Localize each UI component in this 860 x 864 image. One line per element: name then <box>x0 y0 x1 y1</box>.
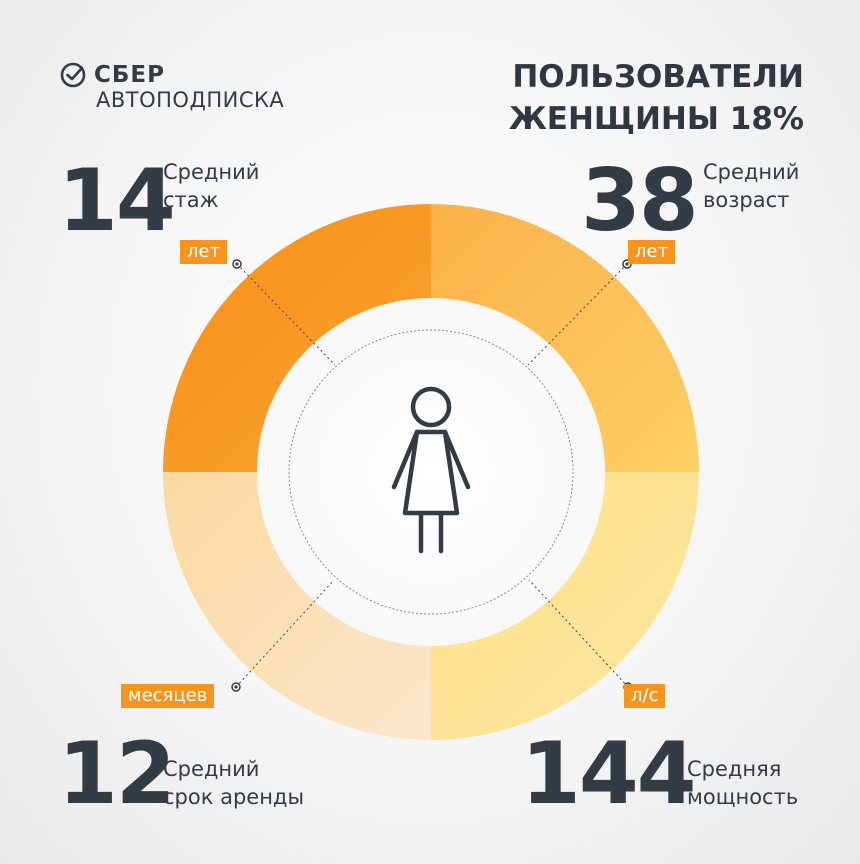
stat-experience-value: 14 <box>58 151 176 251</box>
headline: ПОЛЬЗОВАТЕЛИ ЖЕНЩИНЫ 18% <box>509 56 804 140</box>
stat-power-label: Средняя мощность <box>687 755 798 811</box>
stat-rent-term-value: 12 <box>58 724 176 824</box>
unit-tag-power: л/с <box>624 684 666 708</box>
stat-rent-term-label: Средний срок аренды <box>163 755 304 811</box>
stat-rent-term-label-line2: срок аренды <box>163 785 305 809</box>
stat-power-value: 144 <box>521 724 697 824</box>
brand-name: СБЕР <box>94 62 165 88</box>
stat-age-label-line1: Средний <box>703 160 800 184</box>
stat-power-label-line2: мощность <box>687 785 799 809</box>
unit-tag-experience: лет <box>180 240 228 264</box>
segment-power <box>431 472 699 740</box>
stat-age-value: 38 <box>581 151 699 251</box>
segment-rent-term <box>163 472 431 740</box>
headline-line-1: ПОЛЬЗОВАТЕЛИ <box>512 59 804 95</box>
unit-tag-age: лет <box>628 240 676 264</box>
segment-experience <box>163 204 431 472</box>
stat-age-label: Средний возраст <box>703 158 799 214</box>
woman-icon <box>391 386 471 554</box>
segment-age <box>431 204 699 472</box>
unit-tag-rent-term: месяцев <box>121 684 215 708</box>
stat-power-label-line1: Средняя <box>687 757 782 781</box>
brand-logo: СБЕР АВТОПОДПИСКА <box>60 62 284 112</box>
sber-check-icon <box>60 62 86 88</box>
stat-experience-label-line2: стаж <box>163 188 219 212</box>
inner-dotted-ring <box>288 329 574 615</box>
brand-product: АВТОПОДПИСКА <box>96 88 285 112</box>
stat-experience-label-line1: Средний <box>163 160 260 184</box>
stat-experience-label: Средний стаж <box>163 158 259 214</box>
headline-line-2: ЖЕНЩИНЫ 18% <box>508 101 804 137</box>
stat-rent-term-label-line1: Средний <box>163 757 260 781</box>
stat-age-label-line2: возраст <box>703 188 790 212</box>
